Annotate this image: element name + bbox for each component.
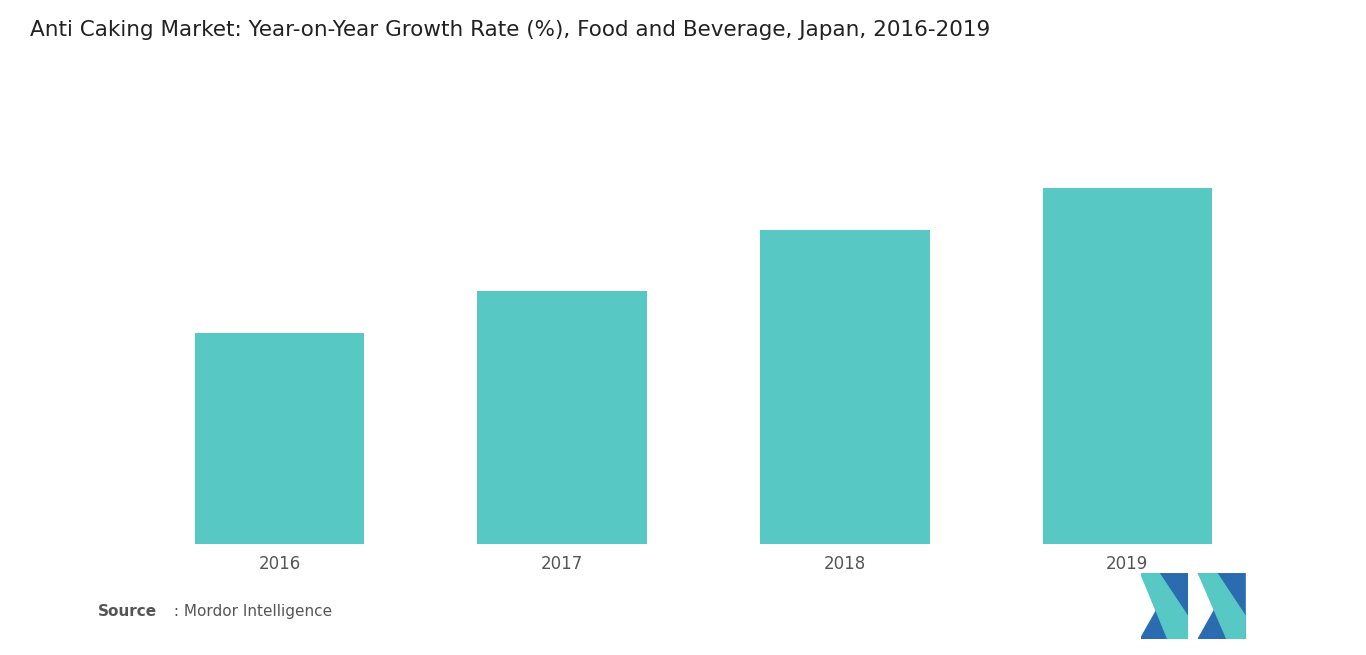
Text: : Mordor Intelligence: : Mordor Intelligence bbox=[169, 604, 332, 619]
Polygon shape bbox=[1141, 573, 1187, 639]
Bar bbox=[195, 333, 365, 544]
Text: Anti Caking Market: Year-on-Year Growth Rate (%), Food and Beverage, Japan, 2016: Anti Caking Market: Year-on-Year Growth … bbox=[30, 20, 990, 40]
Bar bbox=[478, 291, 647, 544]
Polygon shape bbox=[1198, 573, 1246, 639]
Polygon shape bbox=[1141, 573, 1187, 639]
Bar bbox=[1042, 188, 1212, 544]
Polygon shape bbox=[1198, 573, 1246, 639]
Bar bbox=[759, 231, 929, 544]
Text: Source: Source bbox=[98, 604, 157, 619]
